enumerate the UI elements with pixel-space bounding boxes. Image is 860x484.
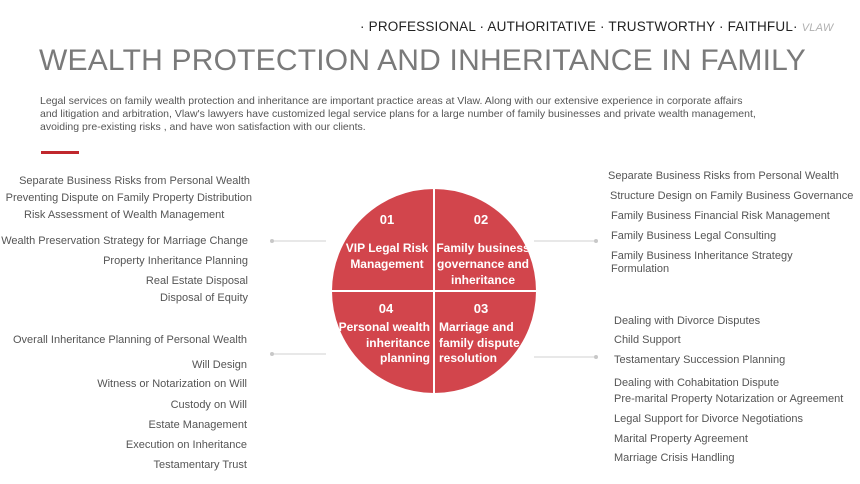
quadrant-04-sector xyxy=(329,290,435,396)
quadrant-04-label: Personal wealth xyxy=(339,320,430,334)
intro-paragraph: Legal services on family wealth protecti… xyxy=(40,95,800,134)
quadrant-04-number: 04 xyxy=(379,301,394,316)
list-item-bottom-right: Testamentary Succession Planning xyxy=(614,354,786,366)
intro-line: avoiding pre-existing risks , and have w… xyxy=(40,121,366,133)
tagline: · PROFESSIONAL · AUTHORITATIVE · TRUSTWO… xyxy=(360,19,834,34)
list-item-bottom-left: Overall Inheritance Planning of Personal… xyxy=(13,334,247,346)
list-item-top-right: Structure Design on Family Business Gove… xyxy=(610,190,854,202)
list-item-top-left: Separate Business Risks from Personal We… xyxy=(19,175,250,187)
brand-mark: VLAW xyxy=(801,22,834,34)
quadrant-02-label: governance and xyxy=(437,257,529,271)
list-item-bottom-left: Will Design xyxy=(191,359,247,371)
list-item-top-right: Family Business Inheritance Strategy For… xyxy=(611,250,793,275)
connector-dot xyxy=(270,239,274,243)
list-item-top-left: Preventing Dispute on Family Property Di… xyxy=(5,192,252,204)
list-item-bottom-right: Dealing with Cohabitation Dispute xyxy=(614,377,780,389)
quadrant-04-label: inheritance xyxy=(366,336,430,350)
list-item-top-right: Family Business Legal Consulting xyxy=(611,230,777,242)
list-item-bottom-left: Witness or Notarization on Will xyxy=(97,378,247,390)
connector-dot xyxy=(270,352,274,356)
list-item-bottom-left: Custody on Will xyxy=(170,399,247,411)
list-item-bottom-right: Pre-marital Property Notarization or Agr… xyxy=(614,393,844,405)
list-item-bottom-right: Marriage Crisis Handling xyxy=(614,452,735,464)
connector-dot xyxy=(594,239,598,243)
quadrant-03-number: 03 xyxy=(474,301,488,316)
list-item-bottom-right: Marital Property Agreement xyxy=(614,433,748,445)
quadrant-02-sector xyxy=(433,186,539,292)
quadrant-04-label: planning xyxy=(380,351,430,365)
page-title: WEALTH PROTECTION AND INHERITANCE IN FAM… xyxy=(39,44,807,77)
quadrant-03-label: Marriage and xyxy=(439,320,514,334)
tagline-text: · PROFESSIONAL · AUTHORITATIVE · TRUSTWO… xyxy=(360,19,798,34)
list-item-top-left: Real Estate Disposal xyxy=(145,275,248,287)
quadrant-01-number: 01 xyxy=(380,212,394,227)
accent-rule xyxy=(41,151,79,154)
quadrant-02-label: Family business xyxy=(436,241,530,255)
quadrant-02-number: 02 xyxy=(474,212,488,227)
list-item-bottom-left: Execution on Inheritance xyxy=(125,439,247,451)
quadrant-01-label: VIP Legal Risk xyxy=(346,241,429,255)
list-item-top-left: Wealth Preservation Strategy for Marriag… xyxy=(1,235,248,247)
list-item-top-left: Property Inheritance Planning xyxy=(103,255,248,267)
quadrant-03-label: resolution xyxy=(439,351,497,365)
list-item-bottom-right: Child Support xyxy=(614,334,681,346)
list-item-bottom-right: Dealing with Divorce Disputes xyxy=(614,315,761,327)
list-item-bottom-left: Estate Management xyxy=(148,419,247,431)
list-item-top-right: Separate Business Risks from Personal We… xyxy=(608,170,839,182)
quadrant-03-sector xyxy=(433,290,539,396)
list-item-top-left: Risk Assessment of Wealth Management xyxy=(24,209,225,221)
list-item-top-left: Disposal of Equity xyxy=(159,292,248,304)
connector-dot xyxy=(594,355,598,359)
quadrant-01-label: Management xyxy=(350,257,423,271)
list-item-bottom-right: Legal Support for Divorce Negotiations xyxy=(614,413,803,425)
list-item-bottom-left: Testamentary Trust xyxy=(153,459,247,471)
quadrant-03-label: family dispute xyxy=(439,336,520,350)
intro-line: Legal services on family wealth protecti… xyxy=(40,95,743,107)
quadrant-01-sector xyxy=(329,186,435,292)
intro-line: and litigation and arbitration, Vlaw's l… xyxy=(40,108,756,120)
quadrant-02-label: inheritance xyxy=(451,273,515,287)
list-item-top-right: Family Business Financial Risk Managemen… xyxy=(611,210,830,222)
